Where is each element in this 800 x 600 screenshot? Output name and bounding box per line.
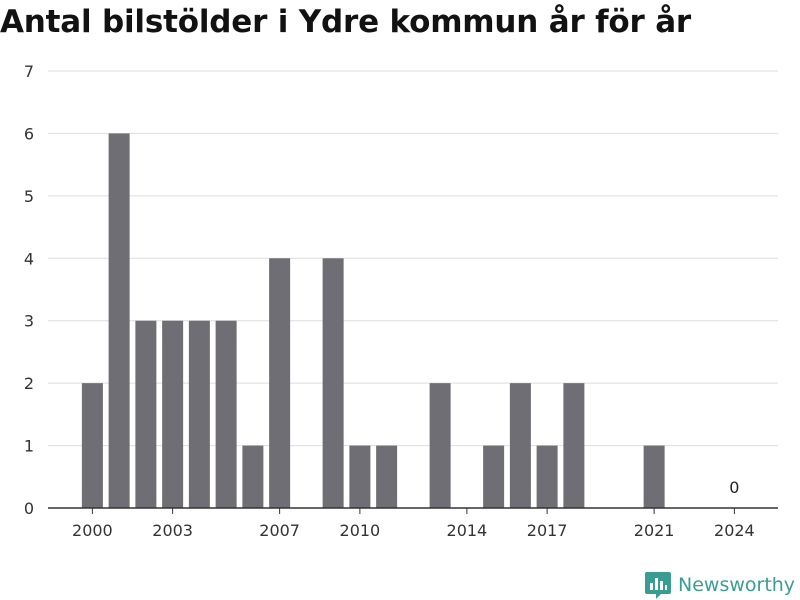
bar-2009 (322, 258, 344, 508)
bar-2005 (215, 320, 237, 508)
x-tick-label: 2014 (447, 521, 488, 540)
bar-2010 (349, 445, 371, 508)
y-tick-label: 0 (24, 499, 34, 518)
bar-2011 (376, 445, 398, 508)
data-labels: 0 (729, 478, 739, 497)
x-tick-label: 2010 (340, 521, 381, 540)
y-tick-label: 4 (24, 249, 34, 268)
grid-lines (48, 70, 778, 447)
y-tick-label: 2 (24, 374, 34, 393)
x-tick-label: 2021 (634, 521, 675, 540)
bar-2001 (108, 133, 130, 508)
data-label-2024: 0 (729, 478, 739, 497)
bar-2003 (162, 320, 184, 508)
brand-logo: Newsworthy (644, 570, 795, 600)
x-tick-label: 2024 (714, 521, 755, 540)
x-tick-label: 2017 (527, 521, 568, 540)
x-tick-label: 2000 (72, 521, 113, 540)
bar-2000 (81, 383, 103, 508)
bar-2006 (242, 445, 264, 508)
bar-2004 (188, 320, 210, 508)
y-tick-label: 1 (24, 437, 34, 456)
y-tick-label: 3 (24, 312, 34, 331)
x-tick-label: 2007 (259, 521, 300, 540)
bar-2018 (563, 383, 585, 508)
y-tick-label: 6 (24, 124, 34, 143)
bar-2002 (135, 320, 157, 508)
y-tick-label: 5 (24, 187, 34, 206)
bar-2017 (536, 445, 558, 508)
chart-title: Antal bilstölder i Ydre kommun år för år (0, 4, 691, 40)
newsworthy-logo-icon (645, 572, 671, 599)
bars (81, 133, 665, 508)
bar-2021 (643, 445, 665, 508)
bar-2016 (509, 383, 531, 508)
bar-2015 (483, 445, 505, 508)
bar-2013 (429, 383, 451, 508)
brand-name: Newsworthy (678, 574, 796, 596)
y-tick-label: 7 (24, 62, 34, 81)
y-axis-ticks: 0 1 2 3 4 5 6 7 (24, 62, 34, 518)
x-tick-label: 2003 (152, 521, 193, 540)
x-axis-ticks: 2000 2003 2007 2010 2014 2017 2021 2024 (72, 508, 755, 540)
bar-2007 (269, 258, 291, 508)
